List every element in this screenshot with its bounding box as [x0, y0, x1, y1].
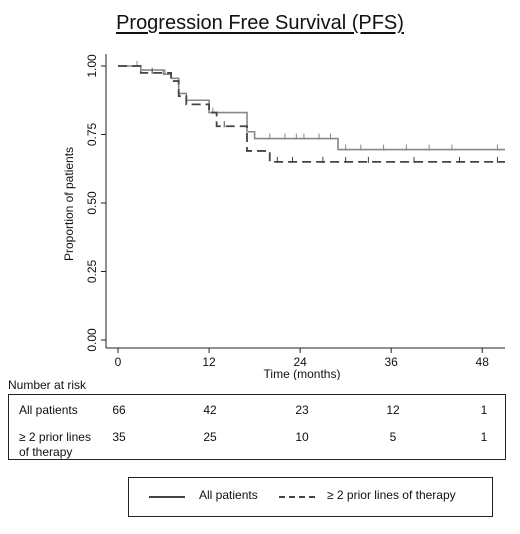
x-tick-label: 12: [202, 355, 216, 369]
km-plot: 0 12 24 36 48 0.00 0.25 0.50 0.75 1.00 Time (mont…: [62, 54, 505, 380]
risk-value: 10: [295, 430, 309, 444]
x-tick-label: 48: [476, 355, 490, 369]
y-tick-label: 0.00: [85, 328, 99, 352]
series-layer: [118, 61, 505, 163]
risk-value: 35: [112, 430, 126, 444]
legend-label-all-patients: All patients: [199, 488, 258, 502]
legend-label-prior-lines: ≥ 2 prior lines of therapy: [327, 488, 456, 502]
risk-row-label-all: All patients: [19, 403, 78, 417]
risk-table-caption: Number at risk: [8, 378, 87, 392]
risk-value: 25: [203, 430, 217, 444]
y-tick-label: 0.25: [85, 259, 99, 283]
risk-value: 5: [389, 430, 397, 444]
risk-value: 1: [480, 403, 488, 417]
x-tick-label: 0: [115, 355, 122, 369]
x-tick-label: 36: [384, 355, 398, 369]
y-axis-label: Proportion of patients: [62, 147, 76, 261]
risk-value: 42: [203, 403, 217, 417]
x-tick-label: 24: [293, 355, 307, 369]
risk-value: 1: [480, 430, 488, 444]
km-curve-prior-lines: [118, 65, 505, 163]
legend-swatch-solid: [149, 496, 185, 498]
chart-title: Progression Free Survival (PFS): [116, 12, 404, 34]
y-tick-label: 1.00: [85, 54, 99, 78]
axes: 0 12 24 36 48 0.00 0.25 0.50 0.75 1.00: [85, 54, 505, 369]
risk-row-label-prior: ≥ 2 prior lines of therapy: [19, 430, 91, 460]
risk-table: All patients ≥ 2 prior lines of therapy …: [8, 394, 506, 460]
y-tick-label: 0.50: [85, 191, 99, 215]
risk-value: 12: [386, 403, 400, 417]
risk-value: 66: [112, 403, 126, 417]
y-tick-label: 0.75: [85, 122, 99, 146]
risk-row-label-prior-line2: of therapy: [19, 445, 73, 459]
legend-swatch-dashed: [279, 496, 315, 498]
x-axis-label: Time (months): [264, 367, 341, 380]
risk-row-label-prior-line1: ≥ 2 prior lines: [19, 430, 91, 444]
legend: All patients ≥ 2 prior lines of therapy: [128, 477, 493, 517]
km-curve-all-patients: [118, 65, 505, 151]
risk-value: 23: [295, 403, 309, 417]
